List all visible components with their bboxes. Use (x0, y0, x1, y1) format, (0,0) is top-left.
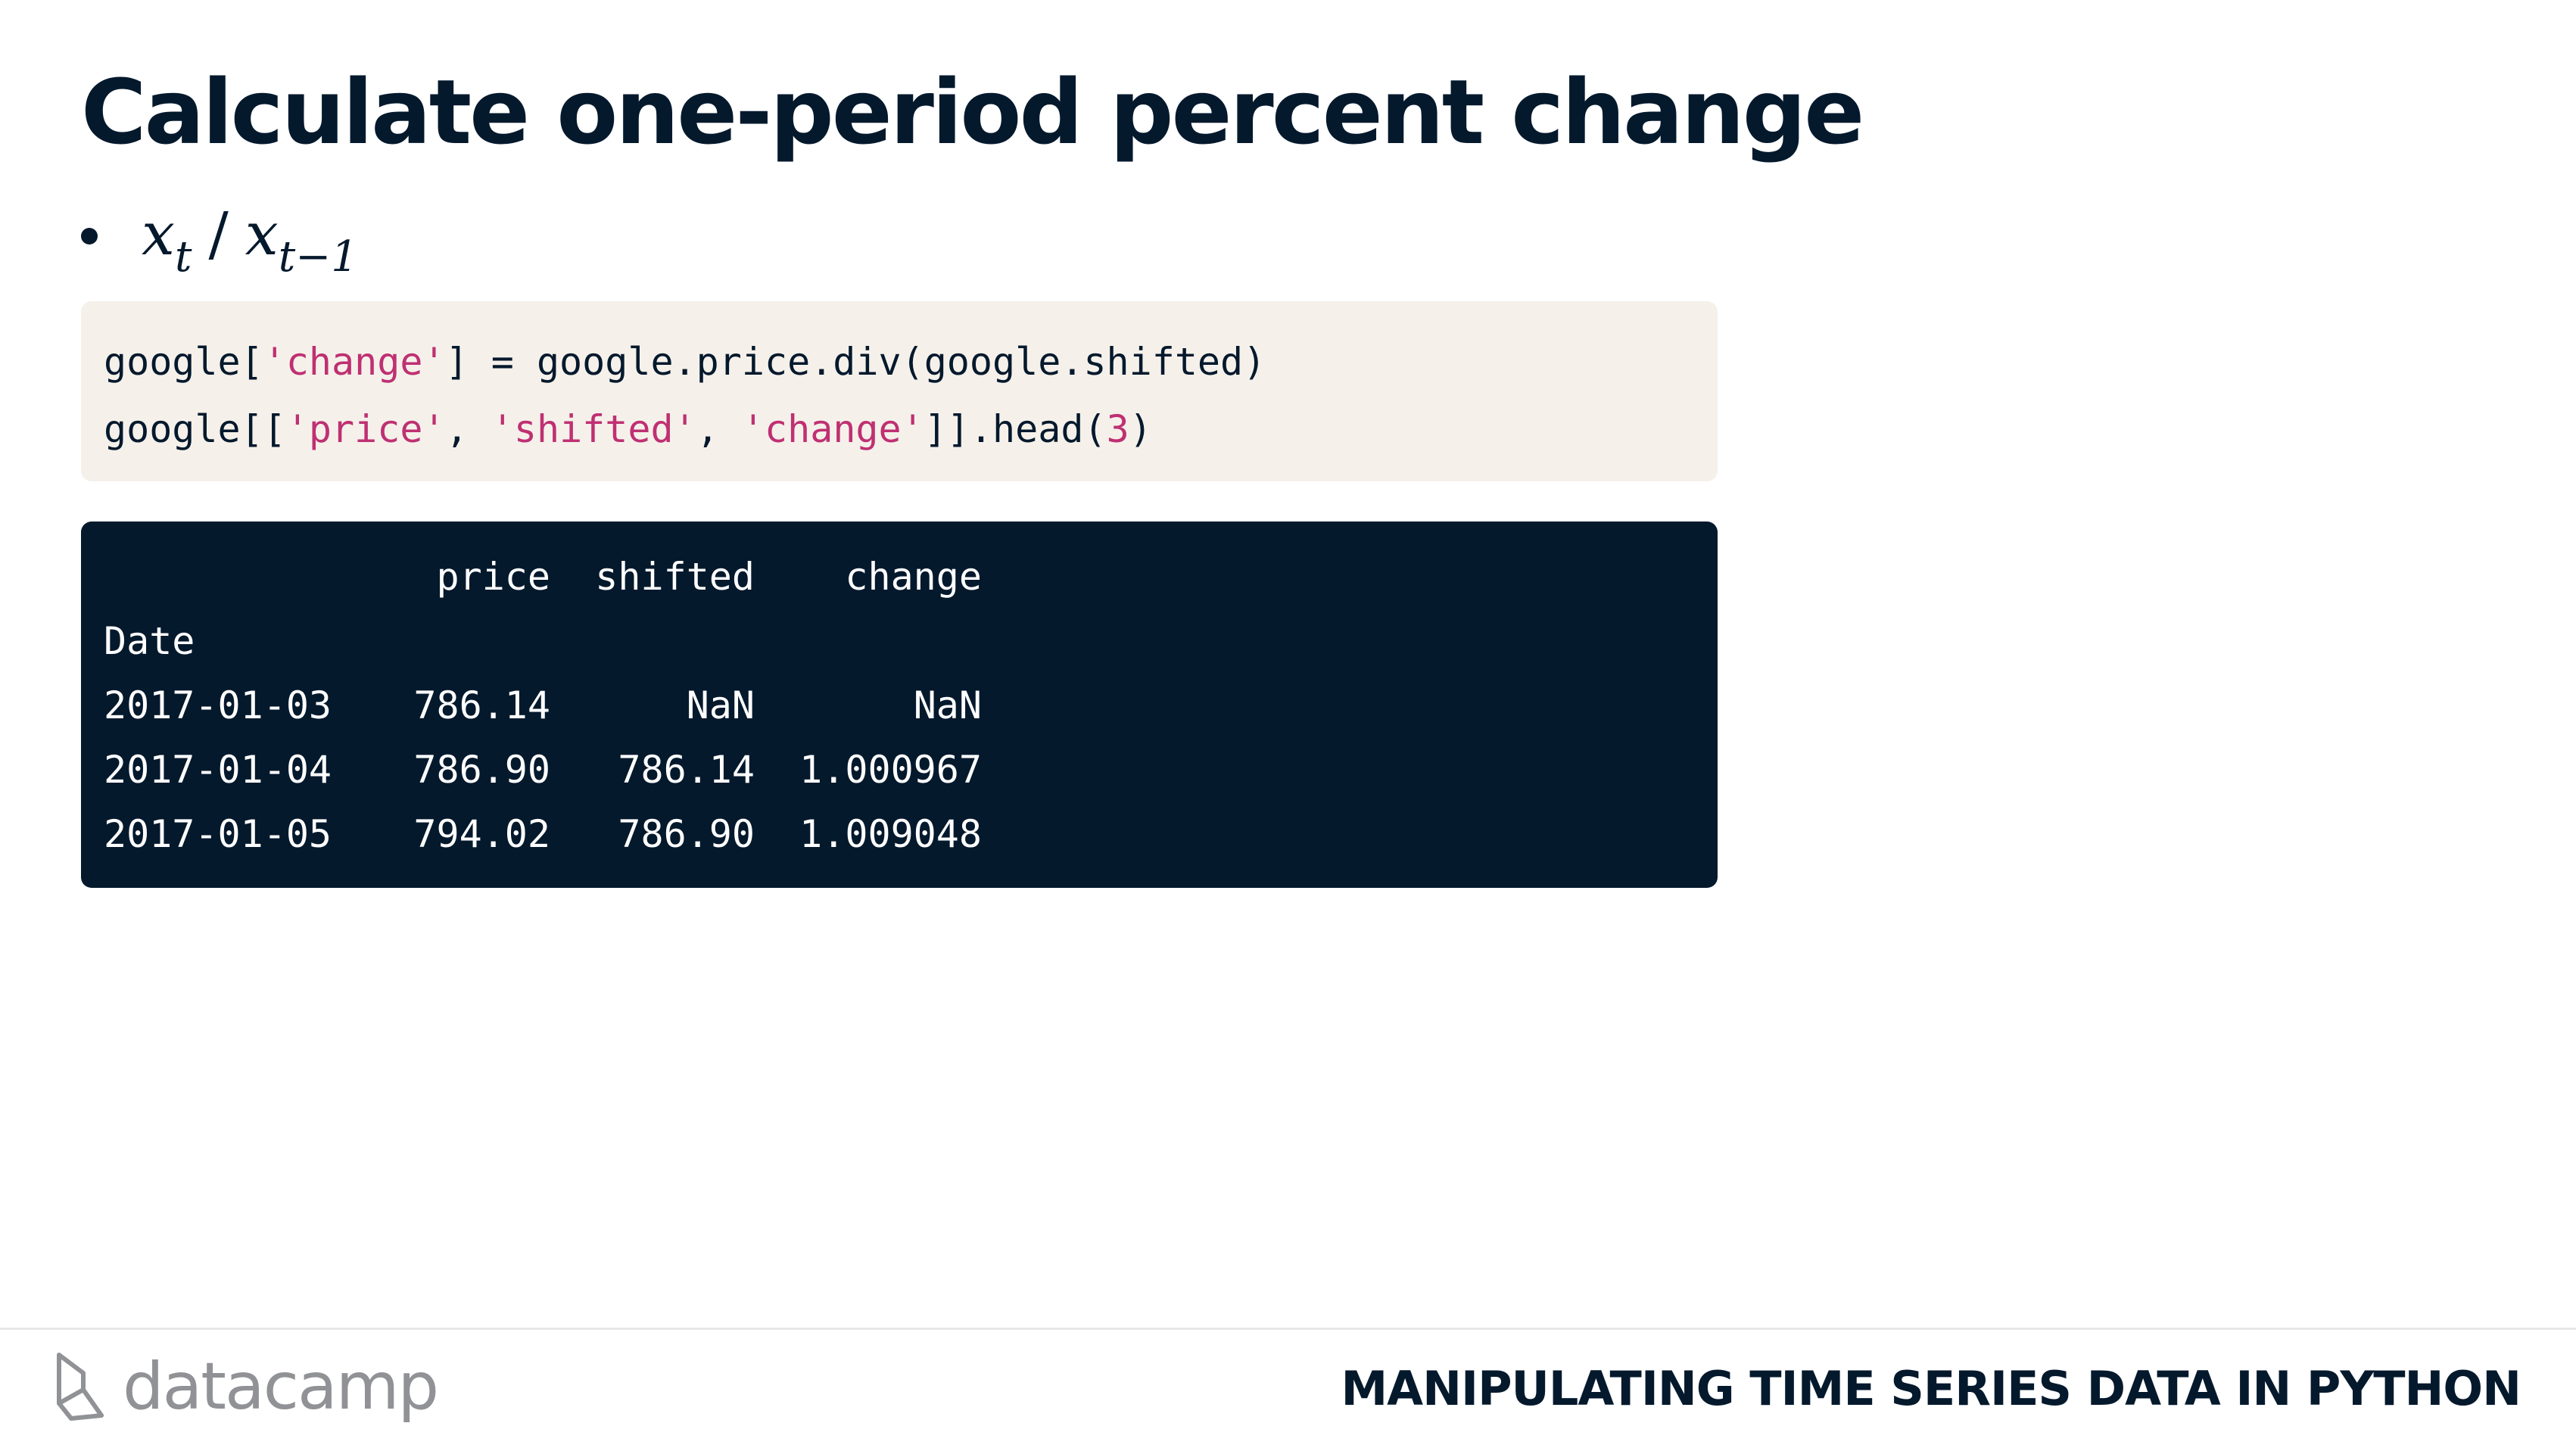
bullet-formula: xt / xt−1 (81, 189, 358, 282)
header-row: price shifted change (104, 544, 982, 609)
row-price: 794.02 (413, 811, 550, 856)
code-string: 'price' (285, 407, 446, 451)
row-shifted: NaN (686, 683, 755, 727)
formula-slash: / (208, 201, 229, 269)
code-string: 'shifted' (491, 407, 696, 451)
code-token: google[ (104, 340, 263, 384)
course-title: MANIPULATING TIME SERIES DATA IN PYTHON (1341, 1361, 2521, 1416)
header-price: price (436, 554, 550, 599)
header-blank (104, 544, 376, 609)
slide-title: Calculate one-period percent change (81, 60, 1864, 164)
datacamp-logo: datacamp (53, 1349, 439, 1425)
table-row: 2017-01-03 786.14 NaN NaN (104, 673, 982, 737)
datacamp-logo-icon (57, 1353, 104, 1421)
code-token: ] = google.price.div(google.shifted) (445, 340, 1266, 384)
code-token: , (445, 407, 491, 451)
formula-sub-t: t (175, 232, 192, 282)
bullet-dot (81, 228, 98, 244)
code-string: 'change' (263, 340, 446, 384)
index-name: Date (104, 618, 195, 663)
header-shifted: shifted (595, 554, 755, 599)
row-date: 2017-01-03 (104, 683, 332, 727)
output-block: price shifted change Date 2017-01-03 786… (81, 522, 1718, 888)
formula-x-t-minus-1: x (245, 201, 279, 269)
code-line-1: google['change'] = google.price.div(goog… (104, 328, 1718, 396)
row-shifted: 786.90 (618, 811, 755, 856)
row-price: 786.14 (413, 683, 550, 727)
code-token: google[[ (104, 407, 286, 451)
index-name-row: Date (104, 609, 982, 673)
row-price: 786.90 (413, 747, 550, 792)
row-shifted: 786.14 (618, 747, 755, 792)
code-block: google['change'] = google.price.div(goog… (81, 301, 1718, 481)
footer-divider (0, 1328, 2576, 1330)
formula-sub-t-minus-1: t−1 (278, 232, 358, 282)
code-token: ]].head( (924, 407, 1107, 451)
code-string: 'change' (741, 407, 924, 451)
table-row: 2017-01-05 794.02 786.90 1.009048 (104, 802, 982, 866)
code-number: 3 (1106, 407, 1129, 451)
code-token: , (696, 407, 742, 451)
row-change: 1.000967 (799, 747, 982, 792)
row-date: 2017-01-04 (104, 747, 332, 792)
logo-text: datacamp (123, 1349, 439, 1425)
header-change: change (845, 554, 982, 599)
formula-x-t: x (142, 201, 175, 269)
table-row: 2017-01-04 786.90 786.14 1.000967 (104, 737, 982, 802)
formula: xt / xt−1 (142, 201, 358, 282)
row-change: NaN (913, 683, 982, 727)
code-token: ) (1129, 407, 1152, 451)
code-line-2: google[['price', 'shifted', 'change']].h… (104, 396, 1718, 463)
output-table: price shifted change Date 2017-01-03 786… (104, 544, 982, 866)
row-date: 2017-01-05 (104, 811, 332, 856)
row-change: 1.009048 (799, 811, 982, 856)
